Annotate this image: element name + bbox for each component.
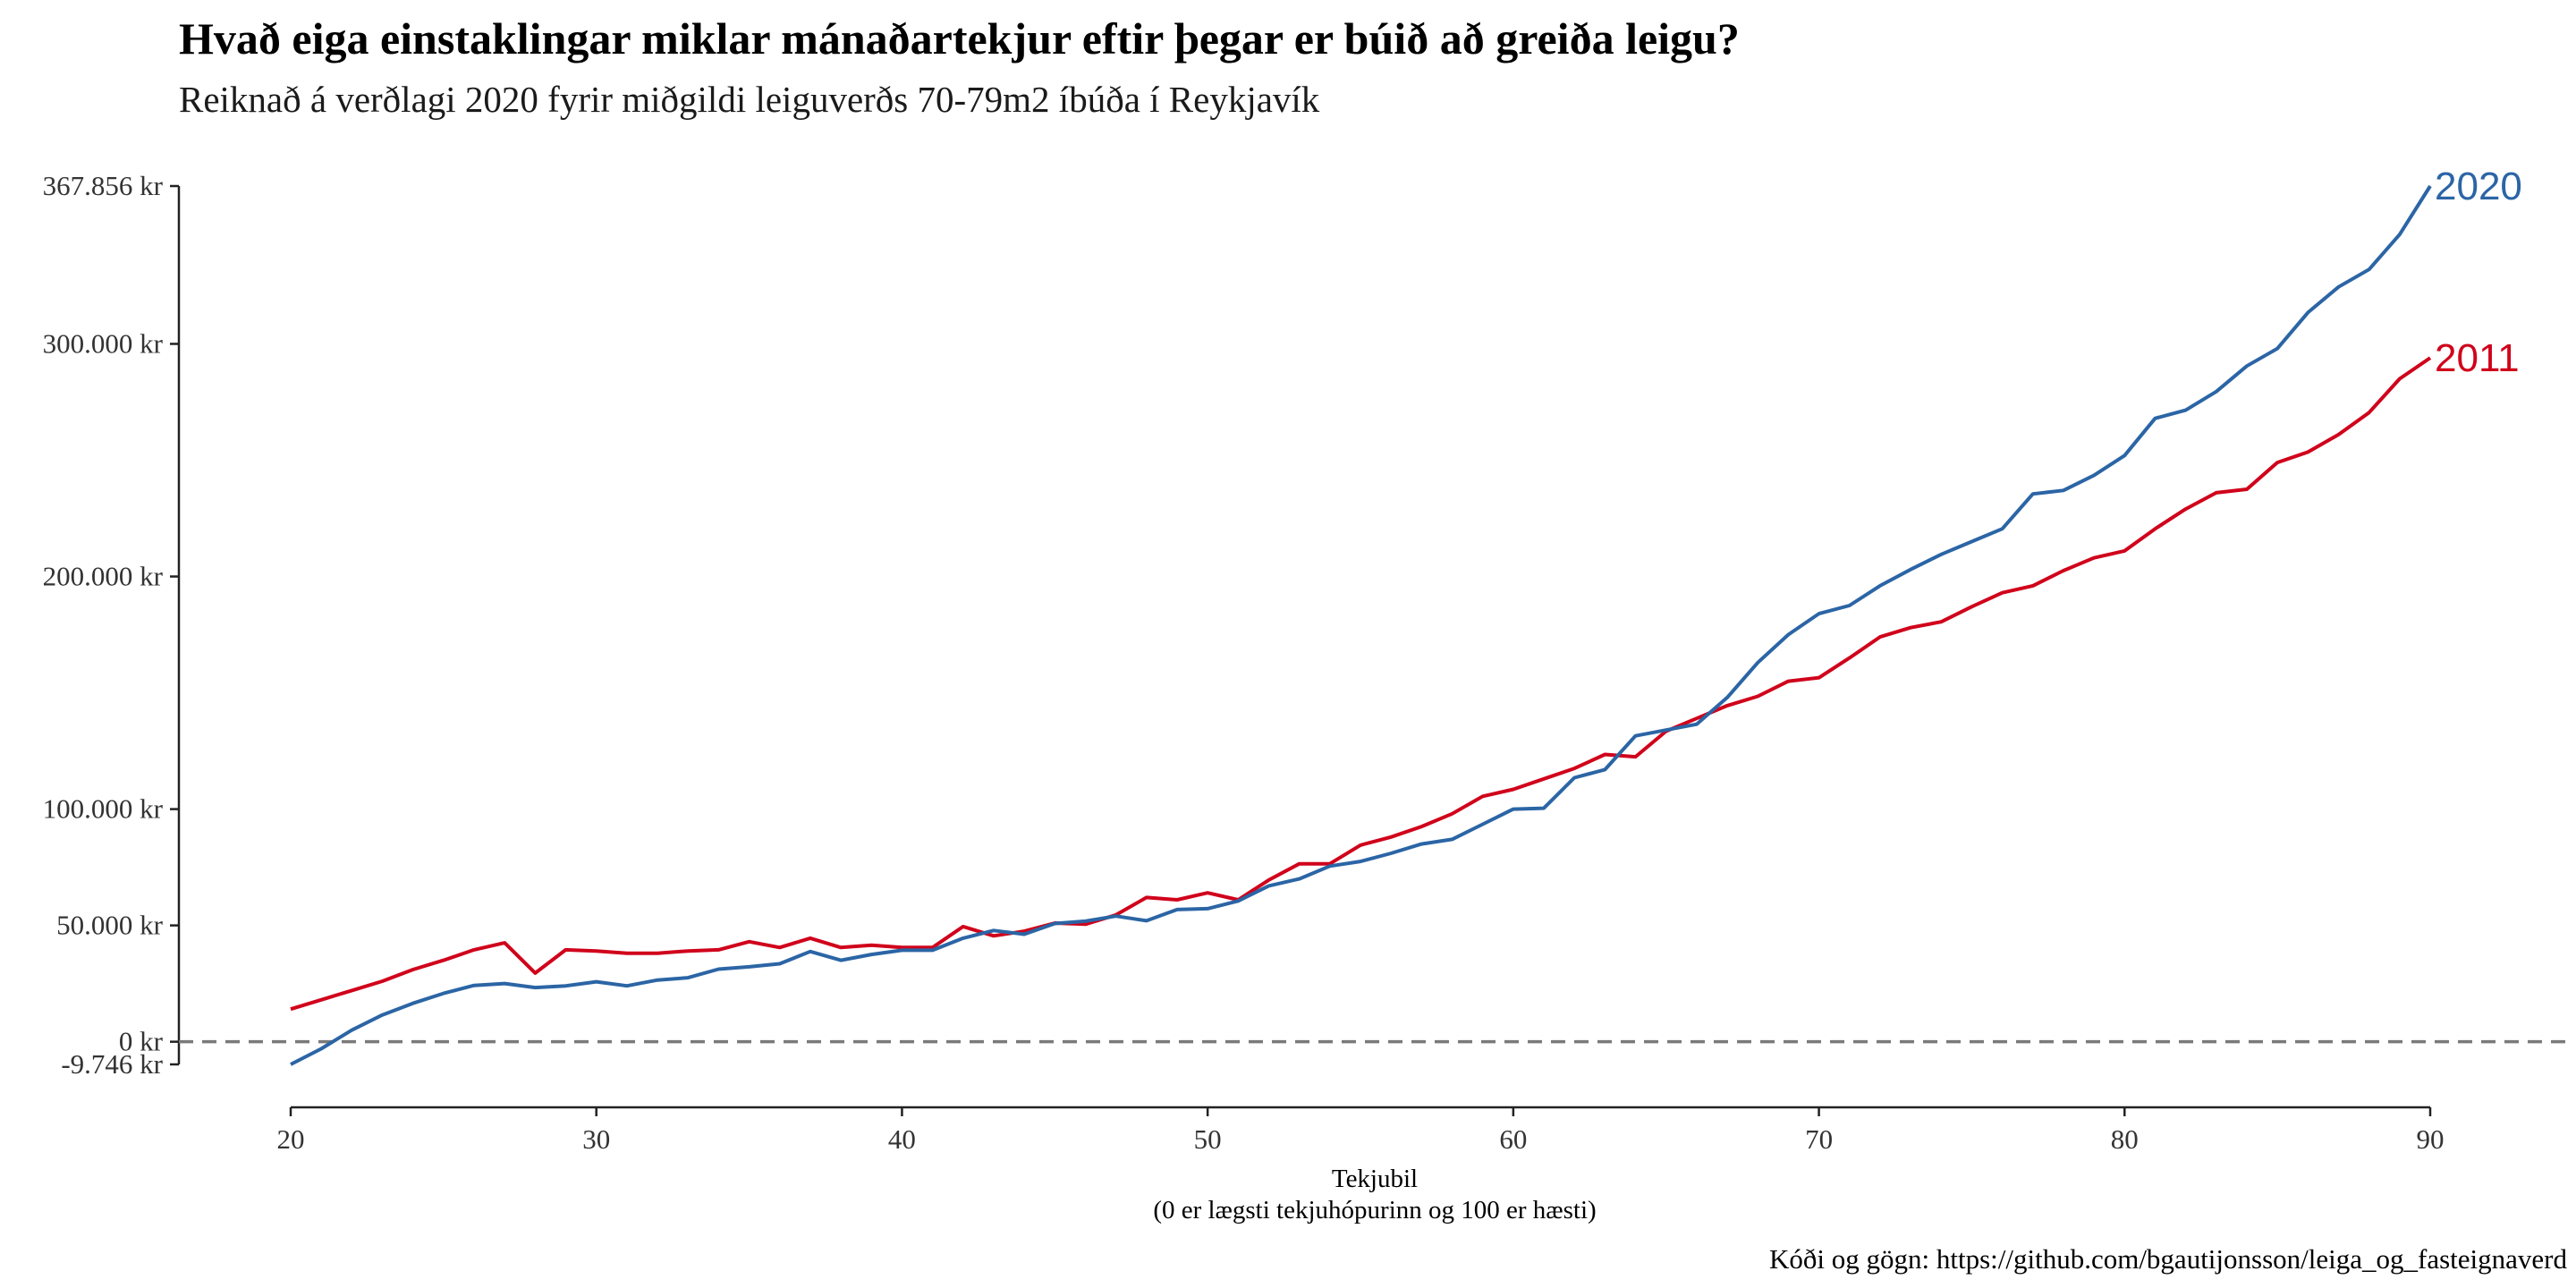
- series-label-2011: 2011: [2435, 336, 2520, 380]
- x-tick-label: 60: [1499, 1123, 1527, 1155]
- y-tick-label: 50.000 kr: [56, 910, 164, 941]
- x-tick-label: 70: [1805, 1123, 1833, 1155]
- x-tick-label: 40: [888, 1123, 916, 1155]
- series-line-2011: [290, 356, 2432, 1012]
- x-axis: 20 30 40 50 60 70 80 90: [277, 1106, 2445, 1155]
- x-tick-label: 90: [2417, 1123, 2445, 1155]
- chart-subtitle: Reiknað á verðlagi 2020 fyrir miðgildi l…: [179, 79, 1320, 120]
- chart-title: Hvað eiga einstaklingar miklar mánaðarte…: [179, 13, 1740, 64]
- x-tick-label: 20: [277, 1123, 305, 1155]
- x-axis-label: Tekjubil: [1332, 1165, 1418, 1193]
- y-tick-label: 100.000 kr: [43, 793, 164, 825]
- y-tick-label: 200.000 kr: [43, 561, 164, 592]
- x-axis-sublabel: (0 er lægsti tekjuhópurinn og 100 er hæs…: [1153, 1196, 1596, 1224]
- x-tick-label: 80: [2111, 1123, 2139, 1155]
- x-tick-label: 50: [1194, 1123, 1222, 1155]
- x-tick-label: 30: [582, 1123, 610, 1155]
- y-tick-label: 0 kr: [119, 1026, 164, 1057]
- series-label-2020: 2020: [2435, 165, 2522, 208]
- chart-caption: Kóði og gögn: https://github.com/bgautij…: [1769, 1243, 2568, 1275]
- series-line-2020: [290, 184, 2432, 1066]
- series-end-labels: 2011 2020: [2435, 165, 2522, 380]
- y-tick-label: 367.856 kr: [43, 170, 164, 201]
- y-axis: -9.746 kr0 kr 50.000 kr 100.000 kr 200.000 …: [43, 170, 181, 1080]
- y-tick-label: -9.746 kr: [61, 1048, 163, 1080]
- series-lines: [290, 184, 2432, 1066]
- y-tick-label: 300.000 kr: [43, 327, 164, 359]
